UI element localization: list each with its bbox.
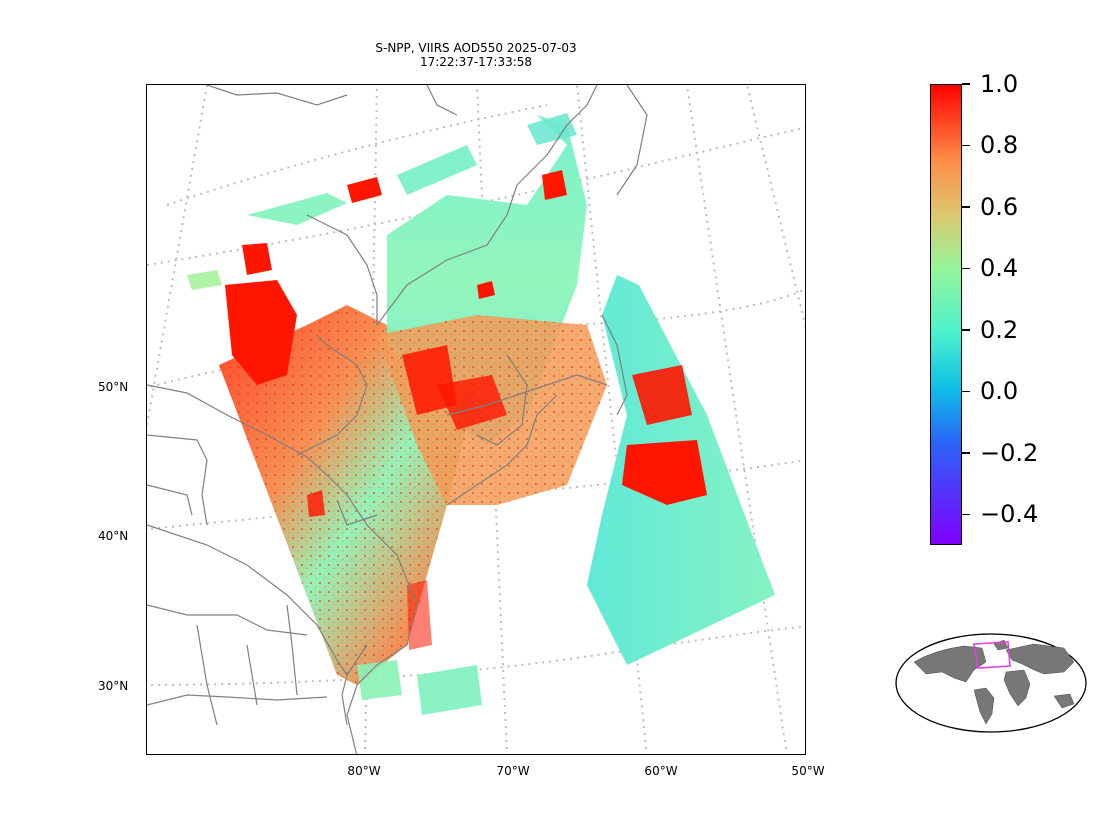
world-globe-icon — [895, 633, 1087, 733]
colorbar — [930, 84, 962, 545]
colorbar-tick-label: 0.8 — [980, 131, 1019, 160]
inset-highlight-box — [973, 641, 1011, 669]
coastlines — [147, 85, 648, 754]
colorbar-tick-label: 0.4 — [980, 254, 1019, 283]
lon-label-60w: 60°W — [644, 764, 678, 778]
colorbar-tick-label: 0.2 — [980, 315, 1019, 344]
colorbar-tick — [962, 83, 970, 85]
colorbar-tick-label: 0.0 — [980, 377, 1019, 406]
title-line-1: S-NPP, VIIRS AOD550 2025-07-03 — [375, 41, 577, 55]
lat-label-30n: 30°N — [98, 679, 129, 693]
map-canvas — [147, 85, 805, 754]
lon-label-80w: 80°W — [347, 764, 381, 778]
colorbar-tick-label: −0.4 — [980, 500, 1039, 529]
lat-label-40n: 40°N — [98, 529, 129, 543]
colorbar-tick-label: 0.6 — [980, 192, 1019, 221]
aod-fragments-north — [187, 113, 577, 715]
colorbar-tick-label: −0.2 — [980, 438, 1039, 467]
colorbar-tick — [962, 329, 970, 331]
lat-label-50n: 50°N — [98, 380, 129, 394]
map-title: S-NPP, VIIRS AOD550 2025-07-03 17:22:37-… — [146, 41, 806, 69]
colorbar-tick — [962, 144, 970, 147]
aod-high-plumes — [225, 170, 707, 650]
lon-label-50w: 50°W — [791, 764, 825, 778]
colorbar-tick-label: 1.0 — [980, 70, 1019, 98]
colorbar-tick — [962, 267, 970, 270]
map-panel — [146, 84, 806, 755]
colorbar-tick — [962, 452, 970, 454]
title-line-2: 17:22:37-17:33:58 — [419, 55, 533, 69]
colorbar-tick — [962, 390, 970, 393]
lon-label-70w: 70°W — [496, 764, 530, 778]
colorbar-tick — [962, 513, 970, 516]
colorbar-tick — [962, 206, 970, 208]
